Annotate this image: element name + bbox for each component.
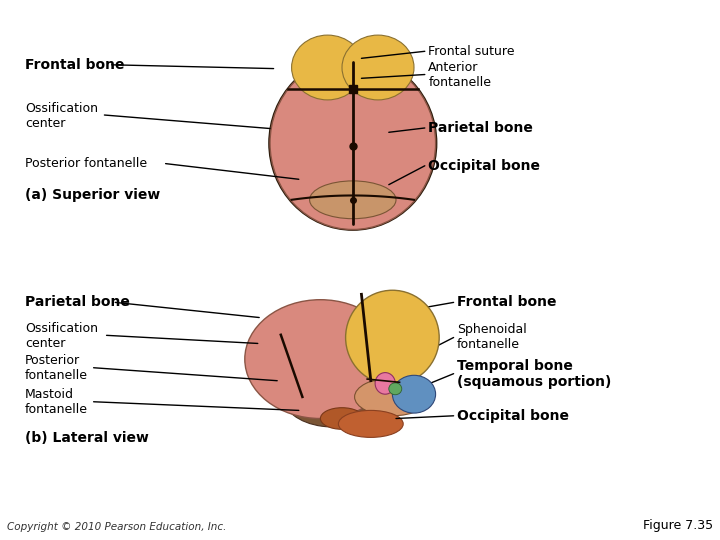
Ellipse shape bbox=[310, 181, 396, 219]
Ellipse shape bbox=[375, 373, 395, 394]
Text: Copyright © 2010 Pearson Education, Inc.: Copyright © 2010 Pearson Education, Inc. bbox=[7, 522, 227, 532]
Text: Posterior
fontanelle: Posterior fontanelle bbox=[25, 354, 89, 382]
Text: Anterior
fontanelle: Anterior fontanelle bbox=[428, 60, 491, 89]
Ellipse shape bbox=[389, 383, 402, 395]
Ellipse shape bbox=[270, 57, 436, 230]
Ellipse shape bbox=[292, 35, 364, 100]
Ellipse shape bbox=[346, 291, 439, 384]
Text: (a) Superior view: (a) Superior view bbox=[25, 188, 161, 202]
Text: Sphenoidal
fontanelle: Sphenoidal fontanelle bbox=[457, 323, 527, 352]
Text: Figure 7.35: Figure 7.35 bbox=[643, 519, 713, 532]
Ellipse shape bbox=[355, 378, 431, 416]
Text: Mastoid
fontanelle: Mastoid fontanelle bbox=[25, 388, 89, 416]
Text: Occipital bone: Occipital bone bbox=[428, 159, 541, 173]
Text: Frontal suture: Frontal suture bbox=[428, 45, 515, 58]
Ellipse shape bbox=[342, 35, 414, 100]
Text: Occipital bone: Occipital bone bbox=[457, 409, 570, 423]
Text: Posterior fontanelle: Posterior fontanelle bbox=[25, 157, 148, 170]
Ellipse shape bbox=[268, 55, 438, 231]
Text: Frontal bone: Frontal bone bbox=[457, 295, 557, 309]
Ellipse shape bbox=[245, 300, 396, 418]
Text: Parietal bone: Parietal bone bbox=[428, 121, 534, 135]
Ellipse shape bbox=[338, 410, 403, 437]
Text: Frontal bone: Frontal bone bbox=[25, 58, 125, 72]
Ellipse shape bbox=[320, 408, 364, 429]
Text: Ossification
center: Ossification center bbox=[25, 102, 98, 130]
Ellipse shape bbox=[284, 377, 371, 427]
Text: Parietal bone: Parietal bone bbox=[25, 295, 130, 309]
Text: Temporal bone
(squamous portion): Temporal bone (squamous portion) bbox=[457, 359, 611, 389]
Text: (b) Lateral view: (b) Lateral view bbox=[25, 431, 149, 446]
Text: Ossification
center: Ossification center bbox=[25, 322, 98, 350]
Ellipse shape bbox=[392, 375, 436, 413]
